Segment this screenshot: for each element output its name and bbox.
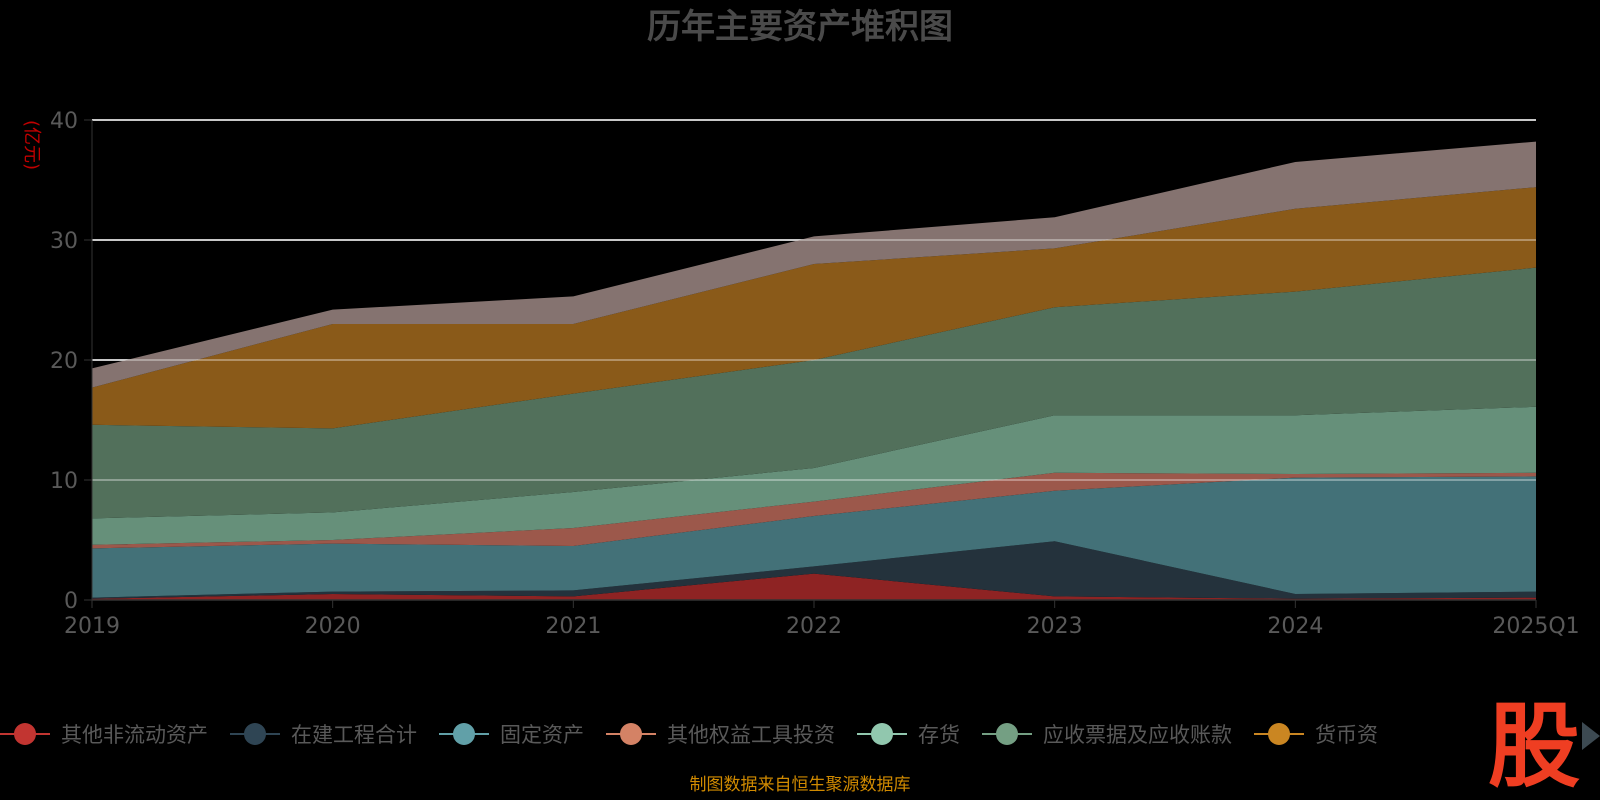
area-series-6 [92, 267, 1536, 519]
legend-label: 货币资 [1315, 723, 1378, 747]
legend-label: 应收票据及应收账款 [1043, 723, 1232, 747]
watermark-stamp: 股 [1488, 693, 1580, 800]
legend-item[interactable]: 在建工程合计 [230, 723, 417, 747]
legend-item[interactable]: 其他权益工具投资 [606, 723, 835, 747]
legend-next-arrow-icon[interactable] [1582, 722, 1600, 750]
legend-item[interactable]: 货币资 [1254, 723, 1378, 747]
y-tick-label: 40 [50, 109, 78, 134]
legend-label: 在建工程合计 [291, 723, 417, 747]
area-series-2 [92, 541, 1536, 599]
legend-label: 其他权益工具投资 [667, 723, 835, 747]
legend-circle-icon [871, 723, 893, 745]
y-axis-unit-label: (亿元) [21, 120, 42, 170]
x-tick-label: 2022 [786, 614, 842, 639]
legend-item[interactable]: 固定资产 [439, 723, 584, 747]
legend-item[interactable]: 其他非流动资产 [0, 723, 208, 747]
legend-circle-icon [620, 723, 642, 745]
legend-circle-icon [14, 723, 36, 745]
area-series-4 [92, 472, 1536, 549]
legend-label: 存货 [918, 723, 960, 747]
legend-label: 固定资产 [500, 723, 584, 747]
legend-label: 其他非流动资产 [61, 723, 208, 747]
area-series-5 [92, 406, 1536, 545]
legend-circle-icon [1268, 723, 1290, 745]
y-tick-label: 0 [64, 589, 78, 614]
x-tick-label: 2023 [1027, 614, 1083, 639]
stamp-glyph: 股 [1488, 693, 1580, 800]
x-tick-label: 2019 [64, 614, 120, 639]
legend-item[interactable]: 应收票据及应收账款 [982, 723, 1232, 747]
area-series-1 [92, 573, 1536, 600]
legend-circle-icon [453, 723, 475, 745]
legend-circle-icon [996, 723, 1018, 745]
legend-circle-icon [244, 723, 266, 745]
legend[interactable]: 其他非流动资产 在建工程合计 固定资产 其他权益工具投资 存货 应收票据及应收账款 货币资 [0, 723, 1378, 747]
area-series-8 [92, 141, 1536, 388]
legend-item[interactable]: 存货 [857, 723, 960, 747]
x-tick-label: 2020 [305, 614, 361, 639]
gridlines-overlay [92, 119, 1536, 481]
y-tick-label: 30 [50, 229, 78, 254]
y-tick-label: 10 [50, 469, 78, 494]
x-tick-label: 2024 [1267, 614, 1323, 639]
chart-title: 历年主要资产堆积图 [647, 7, 953, 47]
source-note: 制图数据来自恒生聚源数据库 [690, 775, 911, 795]
x-tick-label: 2025Q1 [1492, 614, 1579, 639]
area-series-group [92, 141, 1536, 600]
axes: 0 10 20 30 40 2019 2020 2021 2022 2023 2024 2025Q1 [50, 109, 1580, 639]
y-tick-label: 20 [50, 349, 78, 374]
area-series-3 [92, 476, 1536, 598]
x-tick-label: 2021 [545, 614, 601, 639]
area-series-7 [92, 187, 1536, 429]
